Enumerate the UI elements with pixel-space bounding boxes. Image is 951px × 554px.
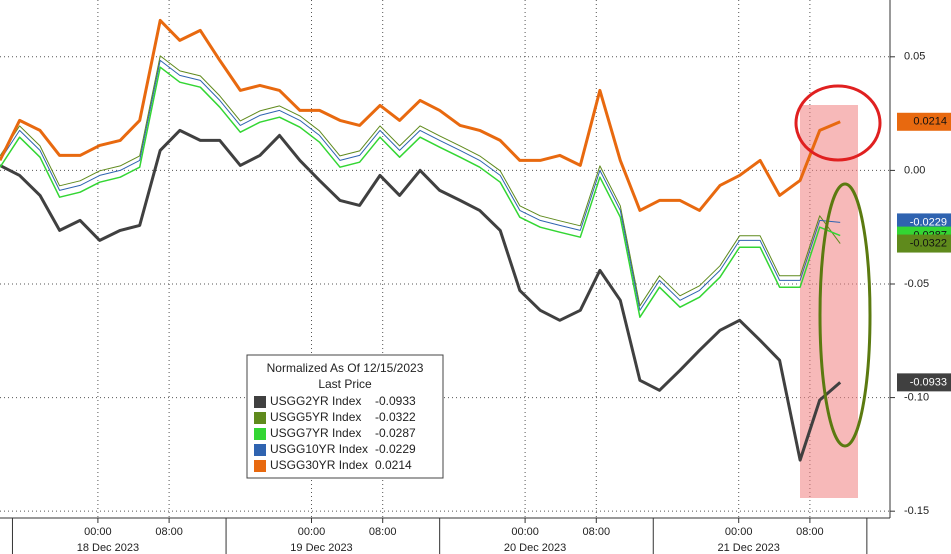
x-tick-label: 08:00 — [369, 526, 397, 538]
legend-title: Normalized As Of 12/15/2023 — [267, 361, 424, 375]
legend-swatch — [254, 444, 266, 456]
series-line — [0, 128, 842, 462]
legend-value: -0.0933 — [375, 394, 416, 408]
last-value-label: 0.0214 — [913, 116, 947, 128]
date-label: 20 Dec 2023 — [504, 542, 566, 554]
legend-swatch — [254, 396, 266, 408]
legend-value: -0.0229 — [375, 442, 416, 456]
x-tick-label: 08:00 — [155, 526, 183, 538]
annotation-circle — [818, 182, 872, 448]
y-tick-label: 0.05 — [904, 51, 925, 63]
legend-value: -0.0287 — [375, 426, 416, 440]
legend-label: USGG10YR Index — [270, 442, 368, 456]
y-tick-label: -0.05 — [904, 278, 929, 290]
legend-label: USGG30YR Index — [270, 458, 368, 472]
x-tick-label: 00:00 — [84, 526, 112, 538]
last-value-label: -0.0933 — [910, 376, 947, 388]
legend-label: USGG2YR Index — [270, 394, 361, 408]
date-label: 18 Dec 2023 — [77, 542, 139, 554]
last-value-tag — [897, 234, 951, 253]
last-value-label: -0.0229 — [910, 216, 947, 228]
last-value-label: -0.0322 — [910, 237, 947, 249]
date-label: 19 Dec 2023 — [290, 542, 352, 554]
series-line — [0, 18, 841, 212]
legend-swatch — [254, 412, 266, 424]
highlight-box — [800, 105, 858, 498]
x-tick-label: 08:00 — [583, 526, 611, 538]
legend-swatch — [254, 460, 266, 472]
x-tick-label: 08:00 — [796, 526, 824, 538]
date-label: 21 Dec 2023 — [718, 542, 780, 554]
x-tick-label: 00:00 — [725, 526, 753, 538]
legend-swatch — [254, 428, 266, 440]
annotation-circle — [794, 84, 882, 162]
last-value-tag — [897, 373, 951, 392]
y-tick-label: -0.10 — [904, 391, 929, 403]
legend-box — [246, 354, 444, 479]
last-value-tag — [897, 112, 951, 131]
legend-value: 0.0214 — [375, 458, 412, 472]
legend-title: Last Price — [318, 377, 372, 391]
legend: Normalized As Of 12/15/2023 Last Price USG… — [246, 354, 444, 479]
series-line — [0, 55, 841, 307]
y-tick-label: -0.15 — [904, 505, 929, 517]
x-tick-label: 00:00 — [511, 526, 539, 538]
y-tick-label: 0.00 — [904, 164, 925, 176]
legend-label: USGG5YR Index — [270, 410, 361, 424]
series-line — [0, 59, 841, 311]
x-tick-label: 00:00 — [298, 526, 326, 538]
legend-label: USGG7YR Index — [270, 426, 361, 440]
legend-value: -0.0322 — [375, 410, 416, 424]
series-line — [0, 66, 841, 318]
